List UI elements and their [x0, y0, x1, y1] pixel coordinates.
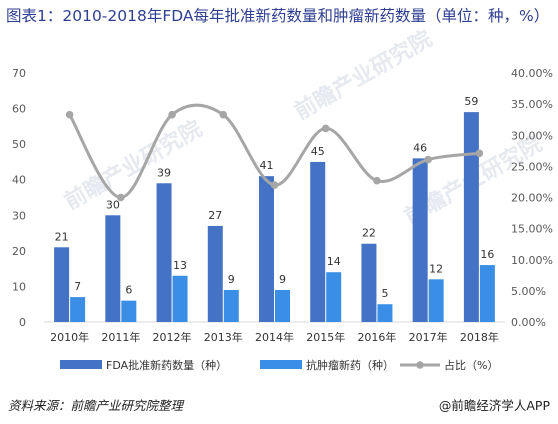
legend-swatch-marker — [416, 361, 424, 369]
data-label-group: 21 30 39 27 41 45 22 46 59 7 6 13 9 9 14 5 12 16 — [55, 95, 495, 300]
data-label: 22 — [362, 227, 376, 240]
y-tick-label: 0 — [19, 316, 26, 329]
y2-tick-label: 25.00% — [511, 160, 553, 173]
data-label: 46 — [413, 141, 427, 154]
legend-swatch — [260, 360, 302, 369]
bar-total — [310, 161, 326, 322]
data-label: 27 — [208, 209, 222, 222]
x-tick-label: 2015年 — [306, 330, 345, 344]
legend-label: 抗肿瘤新药（种） — [306, 358, 394, 372]
bar-total — [259, 176, 274, 322]
bar-tumor — [377, 304, 393, 322]
y-tick-label: 70 — [12, 67, 26, 80]
y-tick-label: 30 — [12, 209, 26, 222]
x-tick-label: 2014年 — [255, 330, 294, 344]
legend: FDA批准新药数量（种） 抗肿瘤新药（种） 占比（%） — [60, 358, 498, 372]
data-label: 39 — [157, 166, 171, 179]
x-tick-label: 2010年 — [50, 330, 89, 344]
bar-total — [463, 112, 479, 322]
y2-tick-label: 15.00% — [511, 223, 553, 236]
x-tick-label: 2016年 — [357, 330, 396, 344]
y-tick-label: 40 — [12, 174, 26, 187]
y-tick-label: 20 — [12, 245, 26, 258]
data-label: 45 — [311, 145, 325, 158]
y2-tick-label: 5.00% — [511, 285, 546, 298]
data-label: 9 — [228, 273, 235, 286]
bar-total — [105, 215, 121, 322]
data-label: 12 — [429, 262, 443, 275]
bar-tumor — [223, 289, 239, 322]
ratio-line — [68, 103, 480, 200]
y2-tick-label: 20.00% — [511, 192, 553, 205]
x-tick-label: 2018年 — [460, 330, 499, 344]
y2-tick-label: 30.00% — [511, 129, 553, 142]
watermark-text: 前瞻产业研究院 — [290, 26, 436, 126]
x-axis: 2010年 2011年 2012年 2013年 2014年 2015年 2016年 2017年… — [50, 330, 499, 344]
y2-tick-label: 10.00% — [511, 254, 553, 267]
data-label: 21 — [55, 230, 69, 243]
y2-tick-label: 40.00% — [511, 67, 553, 80]
chart-title: 图表1：2010-2018年FDA每年批准新药数量和肿瘤新药数量（单位：种，%） — [6, 7, 550, 25]
data-label: 14 — [327, 255, 341, 268]
data-label: 6 — [125, 284, 132, 297]
brand-credit: @前瞻经济学人APP — [438, 398, 550, 413]
y-tick-label: 10 — [12, 280, 26, 293]
ratio-line-group — [65, 103, 484, 202]
y2-tick-label: 0.00% — [511, 316, 546, 329]
x-tick-label: 2017年 — [409, 330, 448, 344]
data-label: 30 — [106, 198, 120, 211]
legend-label: FDA批准新药数量（种） — [106, 358, 227, 372]
data-label: 5 — [381, 287, 388, 300]
bar-tumor — [70, 297, 86, 322]
legend-swatch — [60, 360, 102, 369]
bar-tumor — [326, 272, 342, 322]
x-tick-label: 2013年 — [204, 330, 243, 344]
legend-label: 占比（%） — [444, 358, 498, 372]
y2-tick-label: 35.00% — [511, 98, 553, 111]
data-label: 7 — [74, 280, 81, 293]
data-label: 16 — [480, 248, 494, 261]
data-label: 59 — [464, 95, 478, 108]
watermark-text: 前瞻产业研究院 — [60, 116, 206, 216]
ratio-point — [424, 155, 432, 164]
bar-total — [361, 243, 377, 322]
data-label: 41 — [260, 159, 274, 172]
data-label: 13 — [173, 259, 187, 272]
ratio-point — [373, 176, 381, 185]
bar-tumor — [275, 289, 290, 322]
ratio-point — [219, 110, 228, 119]
bar-tumor — [479, 265, 495, 322]
bar-total — [54, 247, 70, 322]
bar-tumor — [428, 279, 444, 322]
y-axis-left: 0 10 20 30 40 50 60 70 — [12, 67, 26, 329]
ratio-point — [475, 149, 484, 158]
y-tick-label: 60 — [12, 103, 26, 116]
bar-tumor — [172, 275, 188, 322]
ratio-point — [321, 124, 330, 133]
x-tick-label: 2012年 — [153, 330, 192, 344]
source-note: 资料来源：前瞻产业研究院整理 — [8, 398, 184, 413]
ratio-point — [65, 110, 74, 119]
y-tick-label: 50 — [12, 138, 26, 151]
bar-tumor — [121, 300, 137, 322]
bar-group — [54, 112, 495, 322]
bar-total — [156, 183, 172, 322]
bar-total — [412, 158, 428, 322]
ratio-point — [270, 181, 279, 189]
ratio-point — [117, 193, 125, 202]
x-tick-label: 2011年 — [101, 330, 140, 344]
y-axis-right: 0.00% 5.00% 10.00% 15.00% 20.00% 25.00% 30.00%… — [511, 67, 553, 329]
bar-total — [207, 225, 223, 322]
ratio-point — [168, 110, 176, 119]
data-label: 9 — [279, 273, 286, 286]
